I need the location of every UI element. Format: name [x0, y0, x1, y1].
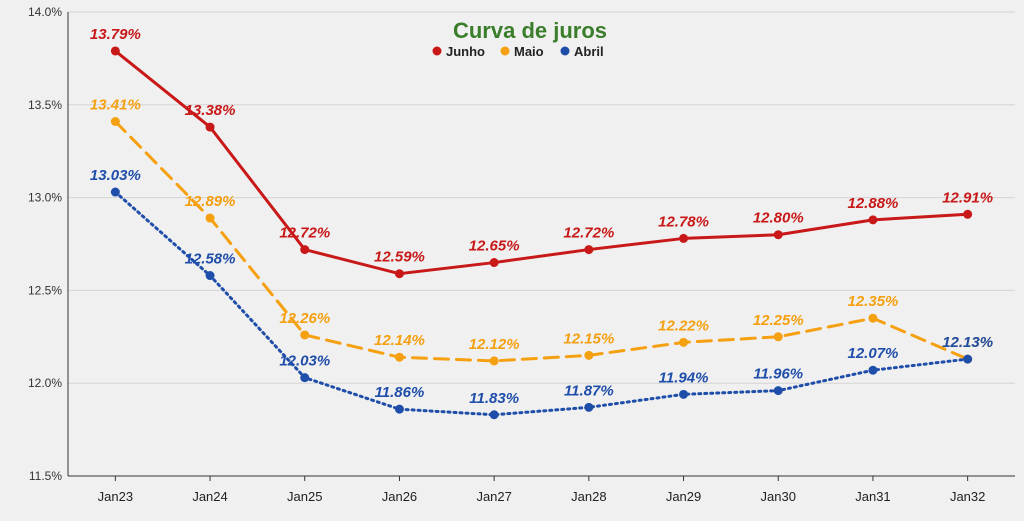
data-point: [773, 386, 783, 396]
legend: Junho Maio Abril: [432, 44, 604, 59]
data-label: 12.14%: [374, 332, 425, 349]
data-label: 12.12%: [469, 336, 520, 353]
legend-label: Maio: [514, 44, 544, 59]
data-label: 12.58%: [185, 251, 236, 268]
data-label: 13.79%: [90, 26, 141, 43]
x-tick-label: Jan32: [950, 489, 985, 504]
series-group: [110, 46, 973, 420]
data-point: [584, 402, 594, 412]
x-tick-label: Jan28: [571, 489, 606, 504]
data-label: 12.13%: [942, 334, 993, 351]
data-label: 12.03%: [279, 353, 330, 370]
data-point: [963, 209, 973, 219]
legend-item-maio: Maio: [500, 44, 544, 59]
data-point: [773, 332, 783, 342]
data-label: 11.94%: [659, 369, 709, 386]
data-point: [868, 313, 878, 323]
data-point: [394, 269, 404, 279]
x-tick-label: Jan26: [382, 489, 417, 504]
legend-marker: [560, 46, 570, 56]
data-label: 11.83%: [469, 390, 519, 407]
data-label: 12.22%: [658, 317, 709, 334]
data-point: [679, 389, 689, 399]
y-tick-label: 14.0%: [28, 5, 62, 19]
data-label: 12.88%: [848, 195, 899, 212]
data-label: 11.87%: [564, 382, 614, 399]
data-point: [205, 122, 215, 132]
x-tick-label: Jan30: [761, 489, 796, 504]
chart-title: Curva de juros: [453, 18, 607, 43]
data-label: 12.65%: [469, 238, 520, 255]
data-point: [300, 330, 310, 340]
data-label: 11.86%: [375, 384, 425, 401]
data-label: 12.13%: [942, 334, 993, 351]
data-point: [868, 215, 878, 225]
data-point: [110, 46, 120, 56]
data-point: [205, 213, 215, 223]
data-point: [489, 258, 499, 268]
y-tick-label: 13.5%: [28, 98, 62, 112]
data-label: 12.72%: [279, 225, 330, 242]
series-line-abril: [113, 190, 970, 417]
x-tick-label: Jan31: [855, 489, 890, 504]
x-tick-label: Jan27: [476, 489, 511, 504]
axes: 11.5% 12.0% 12.5% 13.0% 13.5% 14.0% Jan23 Jan24…: [28, 5, 1015, 504]
data-label: 12.72%: [563, 225, 614, 242]
grid-lines: [68, 11, 1015, 477]
data-label: 12.25%: [753, 312, 804, 329]
x-tick-label: Jan25: [287, 489, 322, 504]
data-point: [963, 354, 973, 364]
data-label: 12.26%: [279, 310, 330, 327]
data-point: [868, 365, 878, 375]
data-point: [489, 356, 499, 366]
series-line-maio: [113, 120, 970, 363]
data-point: [394, 352, 404, 362]
x-tick-label: Jan29: [666, 489, 701, 504]
data-point: [110, 187, 120, 197]
data-point: [300, 245, 310, 255]
data-point: [394, 404, 404, 414]
y-tick-label: 11.5%: [29, 469, 62, 483]
legend-marker: [432, 46, 442, 56]
data-point: [300, 373, 310, 383]
data-label: 11.96%: [753, 366, 803, 383]
data-point: [489, 410, 499, 420]
x-tick-label: Jan23: [98, 489, 133, 504]
data-label: 13.38%: [185, 102, 236, 119]
data-label: 13.41%: [90, 97, 141, 114]
data-label: 12.89%: [185, 193, 236, 210]
data-labels: 13.79% 13.38% 12.72% 12.59% 12.65% 12.72% 12.7…: [90, 26, 993, 407]
data-label: 12.59%: [374, 249, 425, 266]
data-point: [110, 117, 120, 127]
data-label: 12.78%: [658, 213, 709, 230]
legend-label: Junho: [446, 44, 485, 59]
legend-label: Abril: [574, 44, 604, 59]
y-tick-label: 12.0%: [28, 376, 62, 390]
data-label: 12.80%: [753, 210, 804, 227]
data-label: 12.91%: [942, 189, 993, 206]
legend-marker: [500, 46, 510, 56]
data-label: 12.35%: [848, 293, 899, 310]
y-tick-label: 13.0%: [28, 191, 62, 205]
data-point: [773, 230, 783, 240]
data-label: 12.15%: [563, 330, 614, 347]
data-label: 12.07%: [848, 345, 899, 362]
y-tick-label: 12.5%: [28, 283, 62, 297]
data-point: [679, 233, 689, 243]
legend-item-abril: Abril: [560, 44, 604, 59]
x-tick-label: Jan24: [192, 489, 227, 504]
series-line-junho: [113, 49, 970, 276]
legend-item-junho: Junho: [432, 44, 485, 59]
data-point: [205, 271, 215, 281]
data-point: [679, 337, 689, 347]
data-point: [584, 350, 594, 360]
data-label: 13.03%: [90, 167, 141, 184]
data-point: [584, 245, 594, 255]
